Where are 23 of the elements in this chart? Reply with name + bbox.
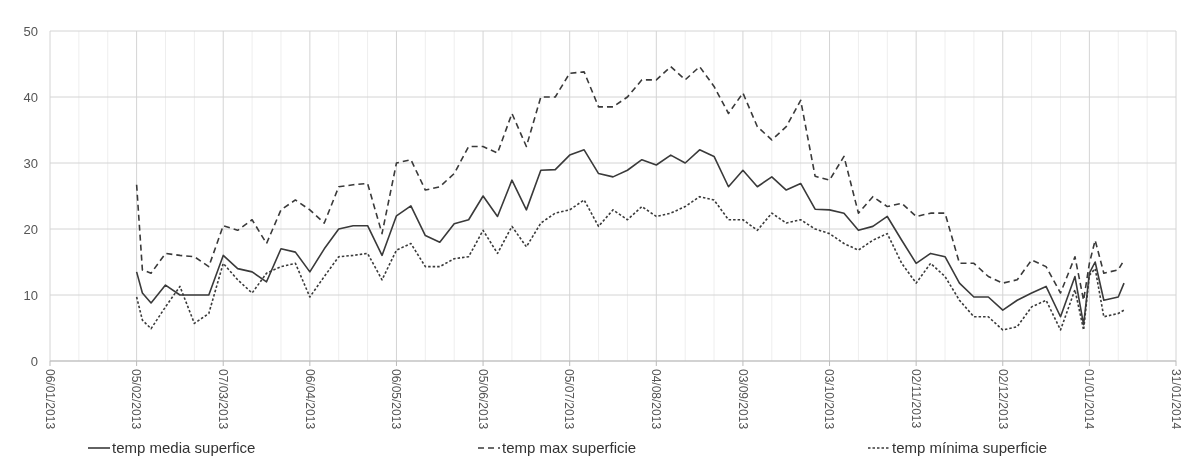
x-tick-label: 03/09/2013 (735, 369, 750, 430)
x-tick-label: 07/03/2013 (216, 369, 231, 430)
x-tick-label: 01/01/2014 (1082, 369, 1097, 430)
y-tick-label: 40 (23, 89, 38, 105)
y-tick-label: 0 (30, 353, 38, 369)
x-tick-label: 05/06/2013 (475, 369, 490, 430)
x-tick-label: 05/02/2013 (129, 369, 144, 430)
x-tick-label: 04/08/2013 (649, 369, 664, 430)
x-tick-label: 06/01/2013 (42, 369, 57, 430)
y-tick-label: 50 (23, 23, 38, 39)
y-tick-label: 30 (23, 155, 38, 171)
x-tick-label: 02/12/2013 (995, 369, 1010, 430)
x-tick-label: 05/07/2013 (562, 369, 577, 430)
legend-label: temp mínima superficie (892, 439, 1048, 457)
x-tick-label: 06/05/2013 (389, 369, 404, 430)
x-tick-label: 06/04/2013 (302, 369, 317, 430)
legend-label: temp media superfice (112, 439, 256, 457)
legend-label: temp max superficie (502, 439, 637, 457)
x-tick-label: 03/10/2013 (822, 369, 837, 430)
y-tick-label: 20 (23, 221, 38, 237)
y-tick-label: 10 (23, 287, 38, 303)
x-tick-label: 02/11/2013 (908, 369, 923, 429)
x-tick-label: 31/01/2014 (1168, 369, 1183, 430)
